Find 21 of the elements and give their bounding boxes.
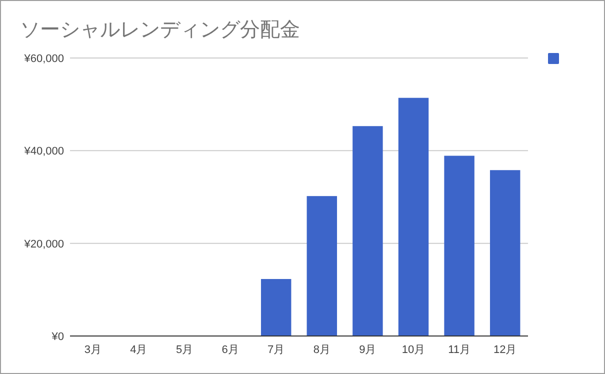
bar (398, 98, 429, 336)
x-tick-label: 7月 (268, 344, 285, 356)
bar (260, 279, 292, 336)
x-tick-label: 8月 (313, 344, 330, 356)
bar (444, 156, 474, 336)
bar (352, 126, 383, 336)
y-tick-label: ¥60,000 (23, 53, 64, 65)
y-tick-label: ¥20,000 (23, 238, 64, 250)
bar (490, 170, 520, 336)
x-tick-label: 4月 (130, 344, 148, 356)
y-tick-label: ¥40,000 (23, 146, 64, 158)
chart-title: ソーシャルレンディング分配金 (20, 19, 300, 41)
x-tick-label: 11月 (448, 344, 471, 356)
x-tick-label: 5月 (176, 344, 194, 356)
x-tick-label: 3月 (84, 344, 102, 356)
x-tick-label: 6月 (222, 344, 239, 356)
x-tick-label: 12月 (493, 344, 517, 356)
x-tick-label: 9月 (359, 344, 376, 356)
x-tick-label: 10月 (402, 344, 426, 356)
y-tick-label: ¥0 (50, 331, 64, 343)
bar (306, 196, 338, 336)
